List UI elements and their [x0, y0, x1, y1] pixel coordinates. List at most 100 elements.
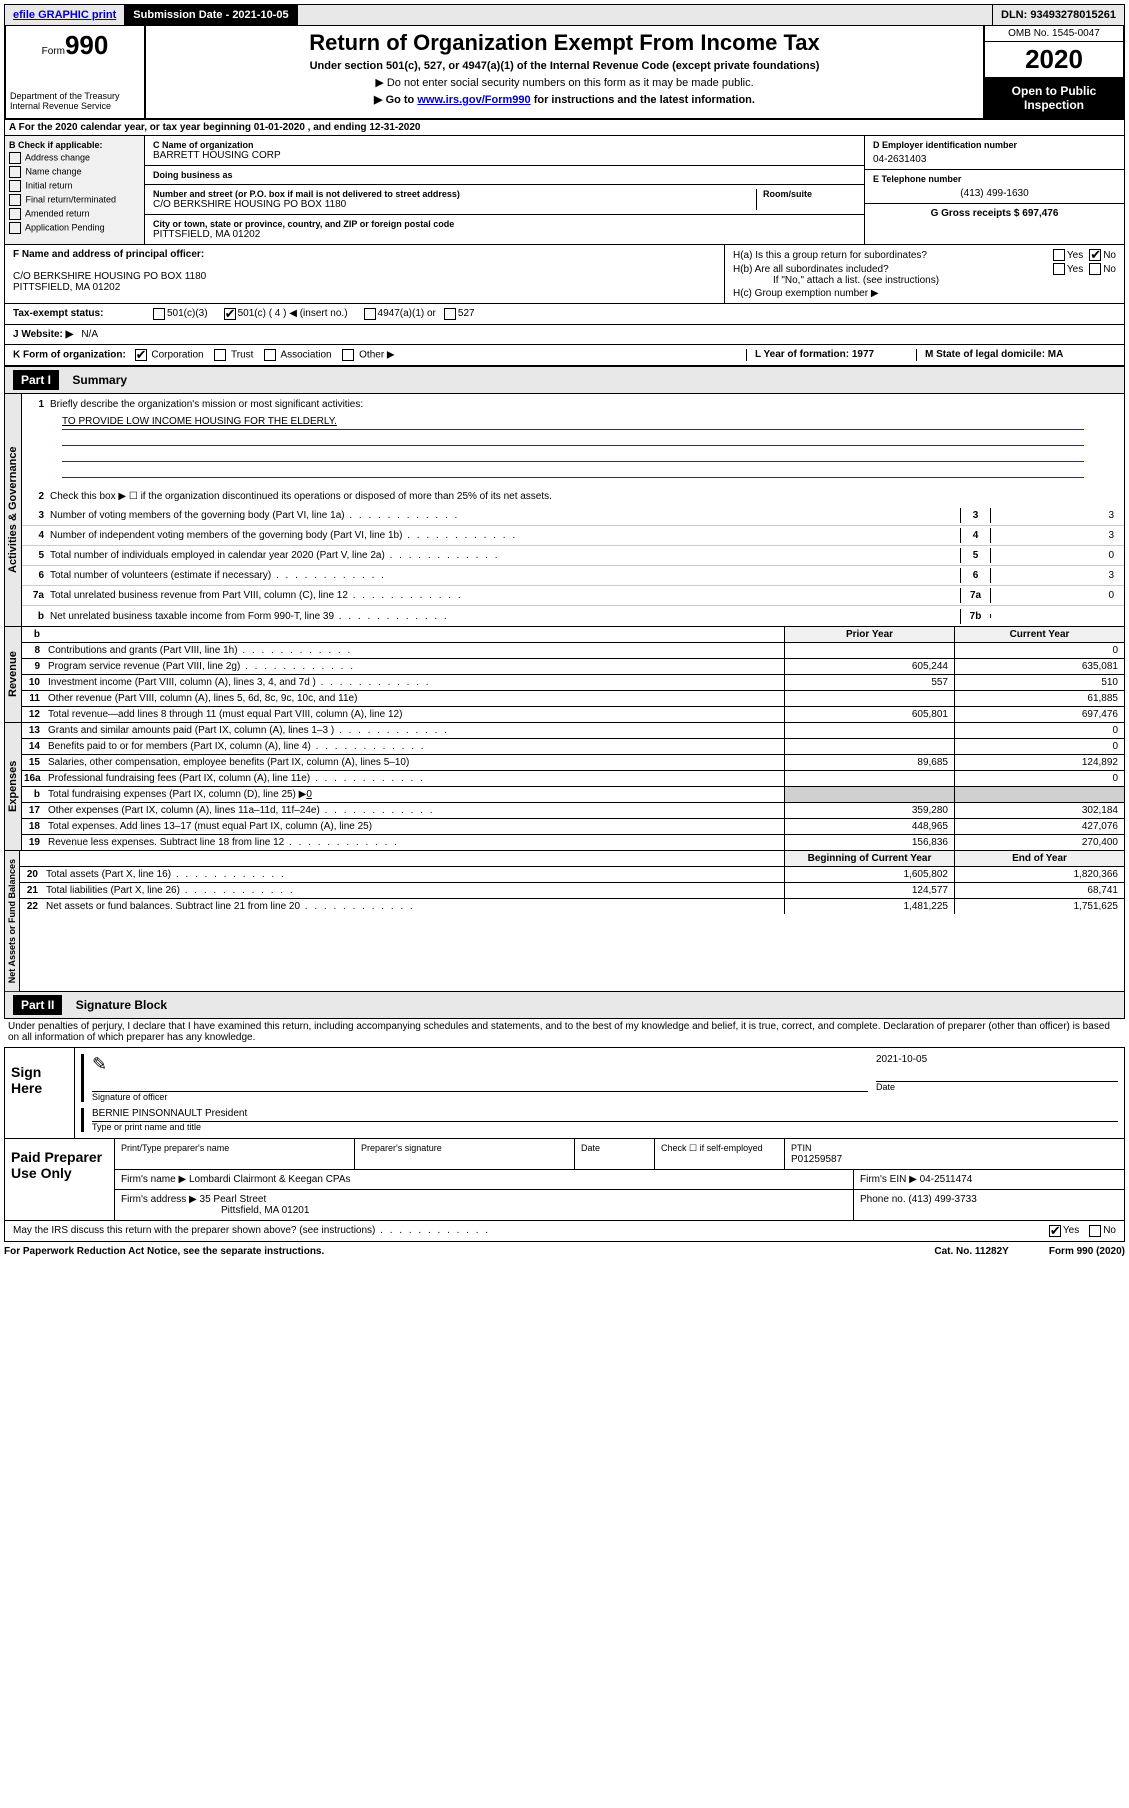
- amended-checkbox[interactable]: [9, 208, 21, 220]
- city: PITTSFIELD, MA 01202: [153, 229, 856, 240]
- prep-phone: (413) 499-3733: [908, 1194, 976, 1205]
- l9: Program service revenue (Part VIII, line…: [46, 659, 784, 674]
- py15: 89,685: [784, 755, 954, 770]
- other-label: Other ▶: [359, 350, 394, 361]
- trust-checkbox[interactable]: [214, 349, 226, 361]
- l20: Total assets (Part X, line 16): [44, 867, 784, 882]
- l16b: Total fundraising expenses (Part IX, col…: [46, 787, 784, 802]
- hb-yes-checkbox[interactable]: [1053, 263, 1065, 275]
- py18: 448,965: [784, 819, 954, 834]
- py21: 124,577: [784, 883, 954, 898]
- hb-no-checkbox[interactable]: [1089, 263, 1101, 275]
- line7a: Total unrelated business revenue from Pa…: [50, 590, 960, 601]
- hdr-py: Prior Year: [784, 627, 954, 642]
- row-klm: K Form of organization: Corporation Trus…: [4, 345, 1125, 366]
- phone-label-e: E Telephone number: [873, 174, 1116, 184]
- trust-label: Trust: [231, 350, 253, 361]
- line4: Number of independent voting members of …: [50, 530, 960, 541]
- hb-no-label: No: [1103, 264, 1116, 275]
- l22: Net assets or fund balances. Subtract li…: [44, 899, 784, 914]
- 501c3-checkbox[interactable]: [153, 308, 165, 320]
- row-j-website: J Website: ▶ N/A: [4, 325, 1125, 345]
- part1-header-row: Part I Summary: [4, 366, 1125, 394]
- ein: 04-2631403: [873, 154, 1116, 165]
- py11: [784, 691, 954, 706]
- hb-note: If "No," attach a list. (see instruction…: [773, 275, 1116, 286]
- row-fh: F Name and address of principal officer:…: [4, 245, 1125, 304]
- line7b: Net unrelated business taxable income fr…: [50, 611, 960, 622]
- discuss-yes-checkbox[interactable]: [1049, 1225, 1061, 1237]
- vert-rev: Revenue: [5, 627, 22, 722]
- irs-link[interactable]: www.irs.gov/Form990: [417, 94, 530, 106]
- org-name-label: C Name of organization: [153, 140, 856, 150]
- part2-header: Part II: [13, 995, 62, 1015]
- taxexempt-label: Tax-exempt status:: [13, 308, 153, 320]
- ha-yes-checkbox[interactable]: [1053, 249, 1065, 261]
- dln: DLN: 93493278015261: [992, 5, 1124, 25]
- firm-name: Lombardi Clairmont & Keegan CPAs: [189, 1174, 351, 1185]
- cy21: 68,741: [954, 883, 1124, 898]
- cy12: 697,476: [954, 707, 1124, 722]
- 501c-checkbox[interactable]: [224, 308, 236, 320]
- bottom-row: For Paperwork Reduction Act Notice, see …: [4, 1242, 1125, 1261]
- corp-label: Corporation: [151, 350, 203, 361]
- cy13: 0: [954, 723, 1124, 738]
- sig-officer-label: Signature of officer: [92, 1092, 868, 1102]
- final-return-checkbox[interactable]: [9, 194, 21, 206]
- room-label: Room/suite: [763, 189, 856, 199]
- ptin-label: PTIN: [791, 1143, 812, 1153]
- hdr-eoy: End of Year: [954, 851, 1124, 866]
- 527-checkbox[interactable]: [444, 308, 456, 320]
- val3: 3: [990, 508, 1120, 523]
- py8: [784, 643, 954, 658]
- catno: Cat. No. 11282Y: [934, 1246, 1008, 1257]
- ha-no-label: No: [1103, 250, 1116, 261]
- other-checkbox[interactable]: [342, 349, 354, 361]
- cy11: 61,885: [954, 691, 1124, 706]
- name-change-checkbox[interactable]: [9, 166, 21, 178]
- final-return-label: Final return/terminated: [26, 194, 117, 204]
- perjury: Under penalties of perjury, I declare th…: [4, 1019, 1125, 1045]
- addr-change-checkbox[interactable]: [9, 152, 21, 164]
- app-pending-label: Application Pending: [25, 222, 105, 232]
- discuss-no-checkbox[interactable]: [1089, 1225, 1101, 1237]
- corp-checkbox[interactable]: [135, 349, 147, 361]
- box-c: C Name of organization BARRETT HOUSING C…: [145, 136, 864, 244]
- prep-phone-label: Phone no.: [860, 1194, 906, 1205]
- summary-exp: Expenses 13Grants and similar amounts pa…: [4, 723, 1125, 851]
- l18: Total expenses. Add lines 13–17 (must eq…: [46, 819, 784, 834]
- dept-2: Internal Revenue Service: [10, 101, 140, 111]
- 501c3-label: 501(c)(3): [167, 308, 208, 320]
- app-pending-checkbox[interactable]: [9, 222, 21, 234]
- l8: Contributions and grants (Part VIII, lin…: [46, 643, 784, 658]
- ptin: P01259587: [791, 1154, 842, 1165]
- assoc-checkbox[interactable]: [264, 349, 276, 361]
- row-a-tax-year: A For the 2020 calendar year, or tax yea…: [4, 120, 1125, 136]
- ha-no-checkbox[interactable]: [1089, 249, 1101, 261]
- val5: 0: [990, 548, 1120, 563]
- line1-label: Briefly describe the organization's miss…: [50, 399, 1120, 410]
- py10: 557: [784, 675, 954, 690]
- sign-label: Sign Here: [5, 1048, 75, 1138]
- firm-addr2: Pittsfield, MA 01201: [221, 1205, 309, 1216]
- dept-1: Department of the Treasury: [10, 91, 140, 101]
- year-formation: L Year of formation: 1977: [746, 349, 916, 361]
- phone-e: (413) 499-1630: [873, 188, 1116, 199]
- 4947-checkbox[interactable]: [364, 308, 376, 320]
- line3: Number of voting members of the governin…: [50, 510, 960, 521]
- l13: Grants and similar amounts paid (Part IX…: [46, 723, 784, 738]
- py19: 156,836: [784, 835, 954, 850]
- discuss-yes-label: Yes: [1063, 1225, 1079, 1237]
- firm-name-label: Firm's name ▶: [121, 1174, 186, 1185]
- cy10: 510: [954, 675, 1124, 690]
- cy19: 270,400: [954, 835, 1124, 850]
- assoc-label: Association: [280, 350, 331, 361]
- hc-label: H(c) Group exemption number ▶: [733, 288, 1116, 299]
- sign-here: Sign Here ✎ Signature of officer 2021-10…: [4, 1047, 1125, 1139]
- ha-yes-label: Yes: [1067, 250, 1083, 261]
- py22: 1,481,225: [784, 899, 954, 914]
- efile-link[interactable]: efile GRAPHIC print: [5, 5, 125, 25]
- initial-return-checkbox[interactable]: [9, 180, 21, 192]
- firm-addr1: 35 Pearl Street: [200, 1194, 267, 1205]
- street: C/O BERKSHIRE HOUSING PO BOX 1180: [153, 199, 756, 210]
